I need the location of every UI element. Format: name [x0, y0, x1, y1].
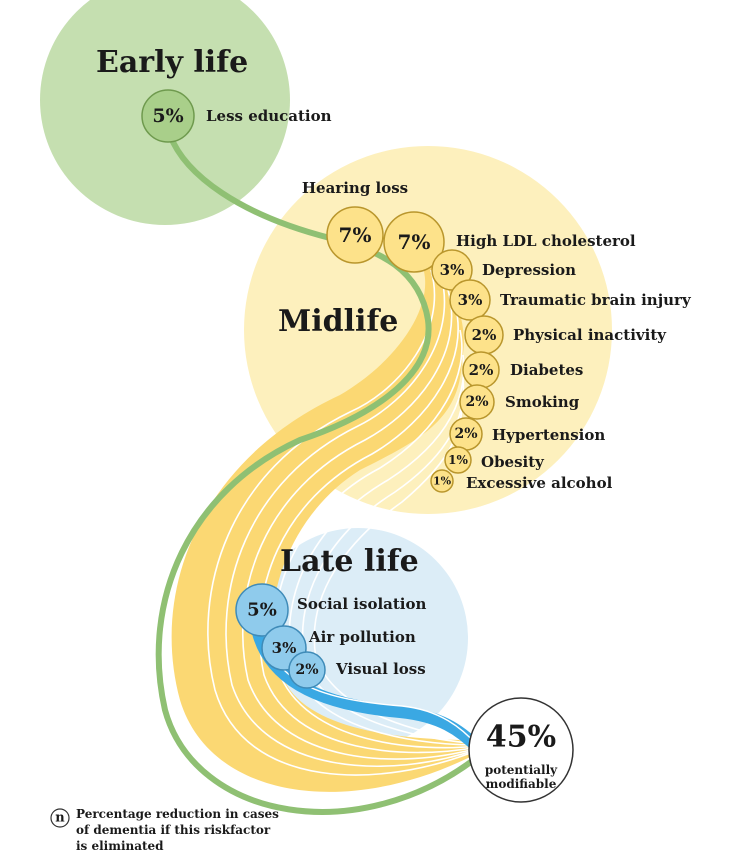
- legend: n Percentage reduction in cases of demen…: [50, 807, 279, 853]
- legend-line-3: is eliminated: [76, 839, 164, 853]
- total-modifiable: 45% potentially modifiable: [468, 697, 574, 803]
- factor-label: Smoking: [505, 393, 580, 411]
- legend-symbol: n: [55, 811, 65, 826]
- factor-bubble: [235, 583, 289, 637]
- factor-depression: 3% Depression: [431, 249, 576, 291]
- factor-traumatic-brain-injury: 3% Traumatic brain injury: [449, 279, 692, 321]
- late-life-title: Late life: [280, 544, 419, 579]
- early-life-band: [155, 132, 483, 815]
- factor-visual-loss: 2% Visual loss: [288, 651, 426, 689]
- factor-label: High LDL cholesterol: [456, 232, 636, 250]
- factor-label: Hypertension: [492, 426, 605, 444]
- factor-hypertension: 2% Hypertension: [449, 417, 605, 451]
- risk-factors: 5% Less education 7% Hearing loss 7% High LDL…: [141, 89, 692, 689]
- factor-label: Diabetes: [510, 361, 583, 379]
- factor-pct: 2%: [472, 326, 497, 344]
- factor-pct: 7%: [339, 223, 372, 247]
- factor-label: Visual loss: [335, 660, 426, 678]
- factor-label: Air pollution: [308, 628, 416, 646]
- legend-line-1: Percentage reduction in cases: [76, 807, 279, 821]
- factor-bubble: [383, 211, 445, 273]
- factor-pct: 1%: [448, 453, 468, 467]
- factor-label: Physical inactivity: [513, 326, 667, 344]
- factor-label: Obesity: [481, 453, 545, 471]
- factor-pct: 2%: [295, 662, 318, 678]
- total-pct: 45%: [486, 720, 556, 755]
- factor-high-ldl-cholesterol: 7% High LDL cholesterol: [383, 211, 636, 273]
- factor-label: Hearing loss: [302, 179, 408, 197]
- factor-smoking: 2% Smoking: [459, 384, 580, 420]
- factor-obesity: 1% Obesity: [444, 446, 545, 474]
- midlife-title: Midlife: [278, 304, 398, 339]
- factor-label: Social isolation: [297, 595, 427, 613]
- factor-label: Less education: [206, 107, 332, 125]
- factor-physical-inactivity: 2% Physical inactivity: [464, 315, 667, 355]
- factor-social-isolation: 5% Social isolation: [235, 583, 427, 637]
- factor-label: Depression: [482, 261, 576, 279]
- factor-label: Excessive alcohol: [466, 474, 613, 492]
- early-life-title: Early life: [96, 45, 248, 80]
- factor-less-education: 5% Less education: [141, 89, 332, 143]
- factor-pct: 2%: [469, 361, 494, 379]
- factor-pct: 3%: [272, 639, 297, 657]
- factor-label: Traumatic brain injury: [500, 291, 692, 309]
- factor-bubble: [444, 446, 472, 474]
- factor-bubble: [326, 206, 384, 264]
- factor-pct: 2%: [465, 394, 488, 410]
- factor-pct: 1%: [433, 475, 452, 488]
- factor-bubble: [459, 384, 495, 420]
- factor-bubble: [449, 279, 491, 321]
- legend-line-2: of dementia if this riskfactor: [76, 823, 271, 837]
- factor-hearing-loss: 7% Hearing loss: [302, 179, 408, 264]
- factor-excessive-alcohol: 1% Excessive alcohol: [430, 469, 613, 493]
- factor-bubble: [288, 651, 326, 689]
- legend-symbol-circle: [50, 808, 70, 828]
- factor-pct: 5%: [152, 105, 183, 127]
- total-circle: [468, 697, 574, 803]
- factor-pct: 7%: [398, 230, 431, 254]
- total-line2: modifiable: [486, 777, 557, 791]
- factor-pct: 2%: [454, 426, 477, 442]
- factor-bubble: [430, 469, 454, 493]
- factor-pct: 3%: [440, 261, 465, 279]
- factor-bubble: [141, 89, 195, 143]
- total-line1: potentially: [485, 763, 558, 777]
- factor-pct: 5%: [247, 600, 277, 621]
- factor-pct: 3%: [458, 291, 483, 309]
